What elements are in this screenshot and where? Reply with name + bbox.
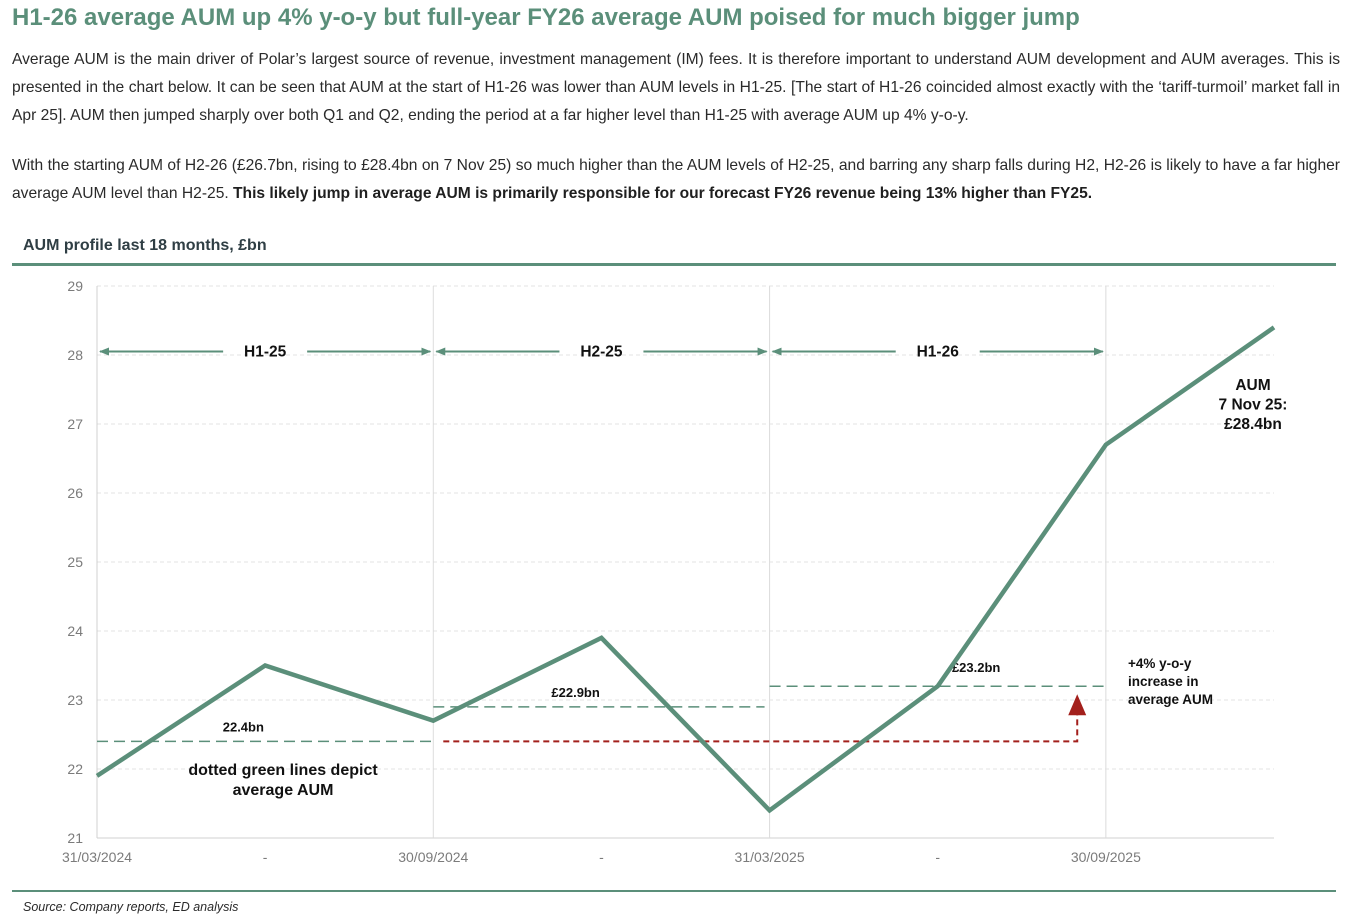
average-label: 22.4bn	[223, 719, 264, 734]
chart-bottom-rule	[12, 890, 1336, 892]
source-note: Source: Company reports, ED analysis	[23, 900, 239, 914]
outlook-conclusion: This likely jump in average AUM is prima…	[233, 185, 1093, 202]
x-tick-label: 30/09/2025	[1071, 849, 1141, 865]
y-tick-label: 27	[67, 416, 83, 432]
y-tick-label: 24	[67, 623, 83, 639]
x-tick-label: -	[935, 849, 940, 865]
y-tick-label: 22	[67, 761, 83, 777]
y-tick-label: 29	[67, 278, 83, 294]
x-tick-label: 30/09/2024	[398, 849, 468, 865]
y-tick-label: 23	[67, 692, 83, 708]
increase-annotation: increase in	[1128, 674, 1199, 689]
period-label: H1-25	[244, 344, 287, 361]
x-tick-label: -	[263, 849, 268, 865]
increase-arrow-line	[443, 714, 1079, 743]
latest-aum-annotation: 7 Nov 25:	[1219, 397, 1288, 414]
y-tick-label: 21	[67, 830, 83, 846]
chart-top-rule	[12, 263, 1336, 266]
outlook-text: With the starting AUM of H2-26 (£26.7bn,…	[12, 157, 1340, 202]
increase-annotation: +4% y-o-y	[1128, 656, 1192, 671]
legend-note: dotted green lines depict	[188, 762, 378, 779]
y-tick-label: 26	[67, 485, 83, 501]
increase-arrow-head	[1068, 694, 1087, 716]
aum-series-line	[95, 325, 1276, 814]
y-tick-label: 25	[67, 554, 83, 570]
period-label: H2-25	[580, 344, 623, 361]
period-label: H1-26	[917, 344, 960, 361]
x-tick-label: 31/03/2024	[62, 849, 132, 865]
intro-paragraph: Average AUM is the main driver of Polar’…	[12, 51, 1340, 124]
latest-aum-annotation: £28.4bn	[1224, 416, 1282, 433]
average-label: £22.9bn	[551, 685, 599, 700]
increase-annotation: average AUM	[1128, 692, 1213, 707]
latest-aum-annotation: AUM	[1235, 377, 1270, 394]
chart-title: AUM profile last 18 months, £bn	[23, 237, 267, 254]
page-title: H1-26 average AUM up 4% y-o-y but full-y…	[12, 4, 1080, 31]
average-label: £23.2bn	[952, 660, 1000, 675]
legend-note: average AUM	[233, 782, 334, 799]
y-tick-label: 28	[67, 347, 83, 363]
x-tick-label: 31/03/2025	[735, 849, 805, 865]
x-tick-label: -	[599, 849, 604, 865]
outlook-paragraph: With the starting AUM of H2-26 (£26.7bn,…	[12, 152, 1340, 208]
